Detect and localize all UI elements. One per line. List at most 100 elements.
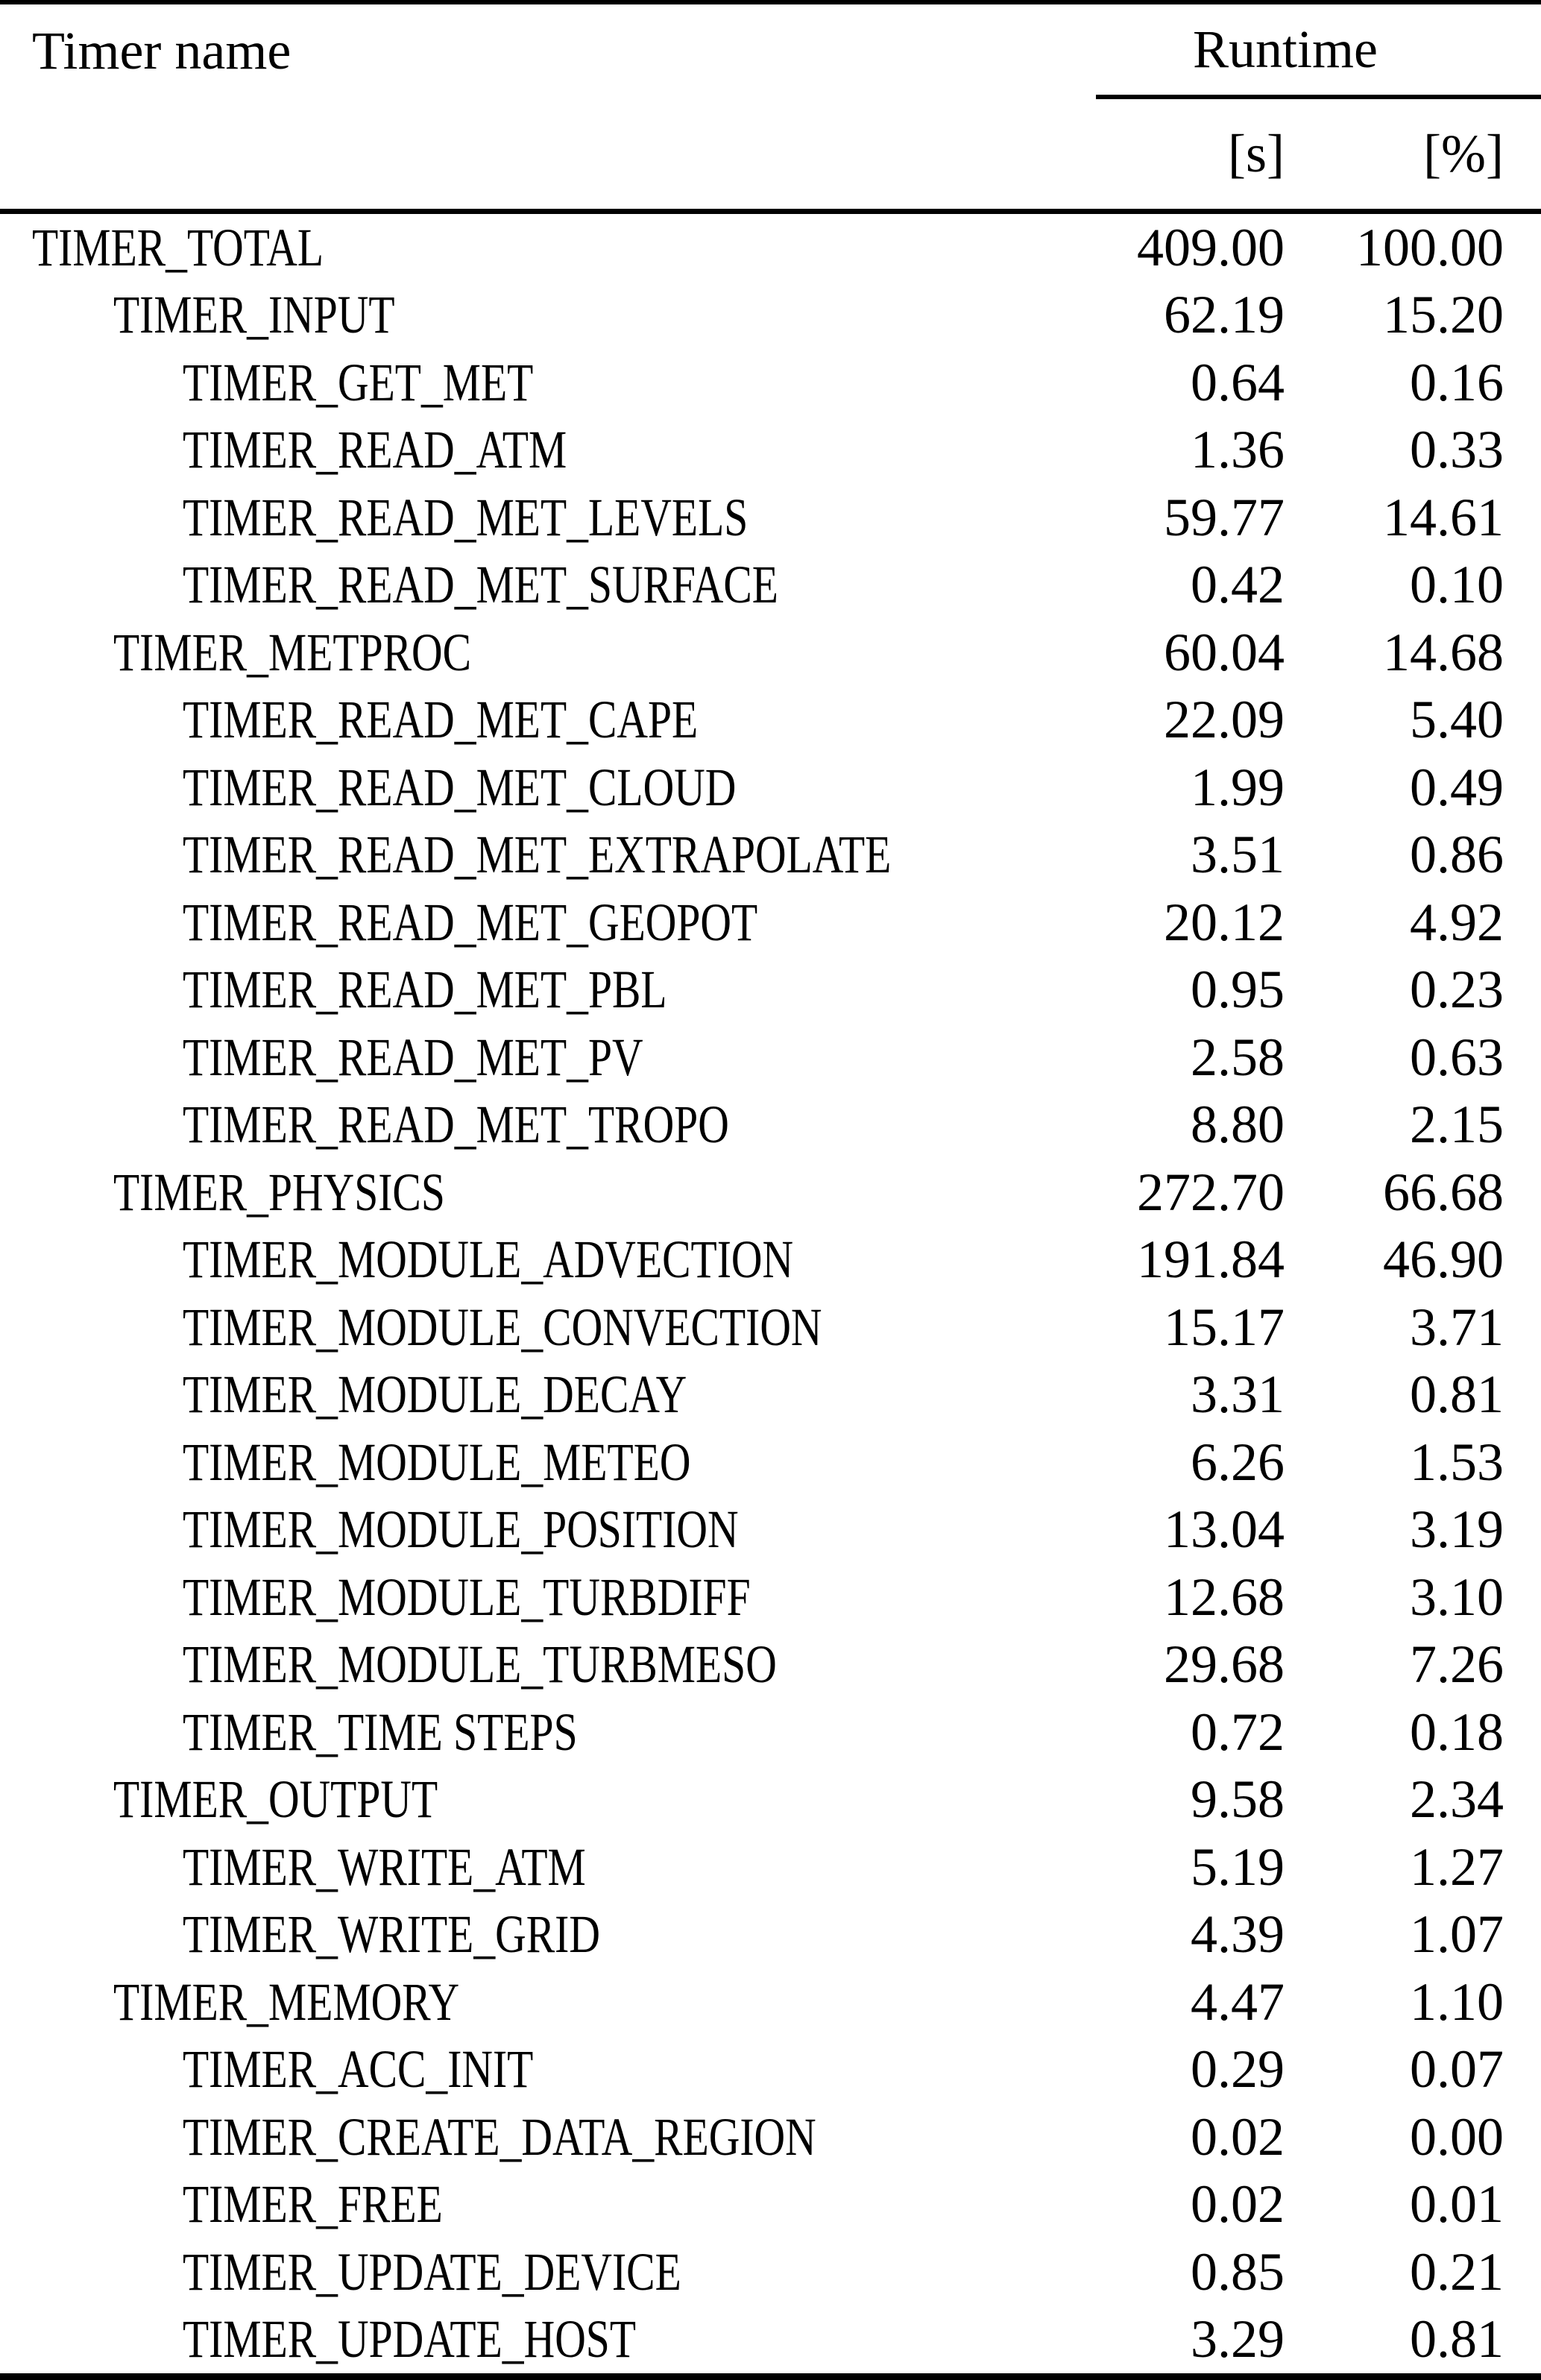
runtime-seconds-cell: 0.29 <box>1191 2039 1285 2100</box>
timer-name-text: TIMER_MEMORY <box>113 1971 460 2032</box>
timer-name-text: TIMER_MODULE_ADVECTION <box>183 1230 794 1290</box>
timer-name-cell: TIMER_OUTPUT <box>0 1766 1096 1834</box>
header-row-top: Timer name Runtime <box>0 2 1541 99</box>
runtime-seconds-cell: 409.00 <box>1137 217 1285 277</box>
timer-name-text: TIMER_ACC_INIT <box>183 2039 534 2100</box>
runtime-seconds-cell: 59.77 <box>1164 487 1285 547</box>
table-row: TIMER_MODULE_ADVECTION 191.84 46.90 <box>0 1227 1541 1294</box>
timer-name-text: TIMER_INPUT <box>113 285 395 345</box>
runtime-percent-cell: 3.19 <box>1410 1499 1504 1560</box>
timer-name-cell: TIMER_READ_MET_GEOPOT <box>0 889 1096 957</box>
timer-name-text: TIMER_TOTAL <box>32 217 324 277</box>
runtime-percent-cell: 1.27 <box>1410 1836 1504 1897</box>
timer-name-cell: TIMER_GET_MET <box>0 349 1096 417</box>
table-row: TIMER_READ_MET_SURFACE 0.42 0.10 <box>0 552 1541 620</box>
timer-name-cell: TIMER_INPUT <box>0 282 1096 350</box>
runtime-seconds-cell: 8.80 <box>1191 1095 1285 1155</box>
timer-name-text: TIMER_READ_ATM <box>183 420 567 480</box>
timer-name-cell: TIMER_WRITE_GRID <box>0 1901 1096 1969</box>
runtime-percent-cell: 0.16 <box>1410 352 1504 412</box>
timer-name-cell: TIMER_UPDATE_DEVICE <box>0 2238 1096 2306</box>
table-row: TIMER_READ_MET_TROPO 8.80 2.15 <box>0 1092 1541 1159</box>
runtime-seconds-cell: 15.17 <box>1164 1297 1285 1357</box>
unit-seconds-header: [s] <box>1096 97 1285 214</box>
runtime-percent-cell: 66.68 <box>1383 1162 1504 1222</box>
timer-name-cell: TIMER_READ_MET_PV <box>0 1024 1096 1092</box>
table-row: TIMER_MODULE_CONVECTION 15.17 3.71 <box>0 1294 1541 1361</box>
runtime-seconds-cell: 0.42 <box>1191 555 1285 615</box>
runtime-percent-cell: 0.63 <box>1410 1027 1504 1087</box>
timer-name-cell: TIMER_MODULE_DECAY <box>0 1361 1096 1429</box>
table-row: TIMER_GET_MET 0.64 0.16 <box>0 349 1541 417</box>
runtime-percent-cell: 3.71 <box>1410 1297 1504 1357</box>
timer-name-cell: TIMER_READ_MET_CLOUD <box>0 754 1096 822</box>
timer-name-cell: TIMER_WRITE_ATM <box>0 1833 1096 1901</box>
timer-name-text: TIMER_FREE <box>183 2174 443 2235</box>
empty-header-cell <box>0 97 1096 214</box>
runtime-seconds-cell: 60.04 <box>1164 622 1285 682</box>
timer-name-cell: TIMER_READ_MET_TROPO <box>0 1092 1096 1159</box>
timer-name-text: TIMER_GET_MET <box>183 352 534 412</box>
timer-name-text: TIMER_MODULE_POSITION <box>183 1499 739 1560</box>
timer-name-text: TIMER_WRITE_ATM <box>183 1836 586 1897</box>
runtime-percent-cell: 1.10 <box>1410 1971 1504 2032</box>
table-row: TIMER_READ_ATM 1.36 0.33 <box>0 417 1541 485</box>
runtime-seconds-cell: 20.12 <box>1164 892 1285 952</box>
timer-name-cell: TIMER_METPROC <box>0 619 1096 687</box>
runtime-percent-cell: 4.92 <box>1410 892 1504 952</box>
runtime-percent-cell: 100.00 <box>1356 217 1504 277</box>
table-row: TIMER_READ_MET_PV 2.58 0.63 <box>0 1024 1541 1092</box>
runtime-percent-cell: 2.15 <box>1410 1095 1504 1155</box>
table-row: TIMER_READ_MET_LEVELS 59.77 14.61 <box>0 484 1541 552</box>
timer-name-cell: TIMER_MODULE_TURBDIFF <box>0 1564 1096 1631</box>
runtime-seconds-cell: 0.64 <box>1191 352 1285 412</box>
timer-name-text: TIMER_UPDATE_HOST <box>183 2309 637 2370</box>
table-row: TIMER_WRITE_GRID 4.39 1.07 <box>0 1901 1541 1969</box>
table-row: TIMER_FREE 0.02 0.01 <box>0 2171 1541 2239</box>
timer-name-text: TIMER_READ_MET_GEOPOT <box>183 892 758 952</box>
runtime-seconds-cell: 2.58 <box>1191 1027 1285 1087</box>
runtime-percent-cell: 0.07 <box>1410 2039 1504 2100</box>
runtime-percent-cell: 0.81 <box>1410 1364 1504 1425</box>
runtime-percent-cell: 5.40 <box>1410 690 1504 750</box>
timer-name-cell: TIMER_MODULE_TURBMESO <box>0 1631 1096 1699</box>
runtime-percent-cell: 3.10 <box>1410 1567 1504 1627</box>
runtime-seconds-cell: 5.19 <box>1191 1836 1285 1897</box>
timer-name-cell: TIMER_MODULE_METEO <box>0 1429 1096 1496</box>
timer-name-cell: TIMER_READ_MET_CAPE <box>0 687 1096 755</box>
timer-name-column-header: Timer name <box>32 20 292 81</box>
timer-name-text: TIMER_READ_MET_PV <box>183 1027 643 1087</box>
timer-name-text: TIMER_OUTPUT <box>113 1769 438 1830</box>
table-row: TIMER_MODULE_TURBMESO 29.68 7.26 <box>0 1631 1541 1699</box>
runtime-percent-cell: 14.61 <box>1383 487 1504 547</box>
runtime-percent-cell: 0.23 <box>1410 960 1504 1020</box>
table-row: TIMER_TIME STEPS 0.72 0.18 <box>0 1699 1541 1766</box>
timer-rows: TIMER_TOTAL 409.00 100.00 TIMER_INPUT 62… <box>0 212 1541 2377</box>
table-row: TIMER_READ_MET_EXTRAPOLATE 3.51 0.86 <box>0 822 1541 890</box>
table-row: TIMER_OUTPUT 9.58 2.34 <box>0 1766 1541 1834</box>
table-row: TIMER_READ_MET_PBL 0.95 0.23 <box>0 957 1541 1024</box>
timer-name-cell: TIMER_CREATE_DATA_REGION <box>0 2103 1096 2171</box>
runtime-seconds-cell: 12.68 <box>1164 1567 1285 1627</box>
timer-name-cell: TIMER_TIME STEPS <box>0 1699 1096 1766</box>
runtime-seconds-cell: 13.04 <box>1164 1499 1285 1560</box>
table-row: TIMER_TOTAL 409.00 100.00 <box>0 212 1541 282</box>
timer-name-text: TIMER_READ_MET_EXTRAPOLATE <box>183 825 892 885</box>
timer-name-cell: TIMER_READ_MET_SURFACE <box>0 552 1096 620</box>
table-row: TIMER_READ_MET_CAPE 22.09 5.40 <box>0 687 1541 755</box>
unit-percent-header: [%] <box>1285 97 1541 214</box>
runtime-seconds-cell: 9.58 <box>1191 1769 1285 1830</box>
timer-name-text: TIMER_PHYSICS <box>113 1162 445 1222</box>
table-row: TIMER_MODULE_TURBDIFF 12.68 3.10 <box>0 1564 1541 1631</box>
runtime-seconds-cell: 1.36 <box>1191 420 1285 480</box>
timer-name-cell: TIMER_MODULE_CONVECTION <box>0 1294 1096 1361</box>
runtime-seconds-cell: 0.02 <box>1191 2174 1285 2235</box>
table-row: TIMER_PHYSICS 272.70 66.68 <box>0 1159 1541 1227</box>
runtime-column-group-header: Runtime <box>1096 2 1541 99</box>
runtime-percent-cell: 0.00 <box>1410 2106 1504 2167</box>
runtime-percent-cell: 15.20 <box>1383 285 1504 345</box>
runtime-seconds-cell: 6.26 <box>1191 1432 1285 1492</box>
timer-name-cell: TIMER_MODULE_POSITION <box>0 1496 1096 1564</box>
